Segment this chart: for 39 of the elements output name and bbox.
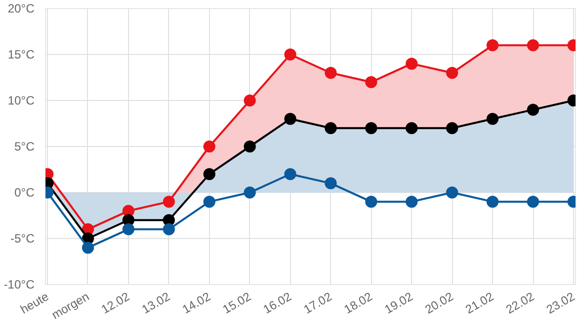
point [324,122,337,134]
y-tick-label: 0°C [14,186,35,200]
point [203,140,216,152]
point [365,76,378,88]
point [203,168,216,180]
point [284,48,296,60]
point [203,196,216,208]
point [406,58,418,70]
point [527,39,540,52]
point [406,122,418,134]
y-tick-label: 10°C [8,94,35,108]
point [365,196,378,208]
point [162,223,175,236]
point [486,112,499,125]
point [324,66,337,79]
point [244,140,256,152]
point [324,177,337,190]
point [486,196,499,208]
y-tick-label: 15°C [8,48,35,62]
point [406,196,418,208]
y-tick-label: 20°C [8,2,35,16]
point [244,186,256,198]
point [284,112,296,125]
point [446,186,458,198]
point [486,39,499,52]
x-tick-label: heute [18,289,52,317]
point [365,122,378,134]
point [446,122,458,134]
point [446,66,458,79]
point [244,94,256,106]
point [527,196,540,208]
y-tick-label: -5°C [10,232,35,246]
y-tick-label: 5°C [14,140,35,154]
point [284,168,296,180]
point [82,242,94,254]
point [162,196,175,208]
point [122,223,134,236]
y-tick-label: -10°C [4,278,35,292]
point [527,104,540,116]
